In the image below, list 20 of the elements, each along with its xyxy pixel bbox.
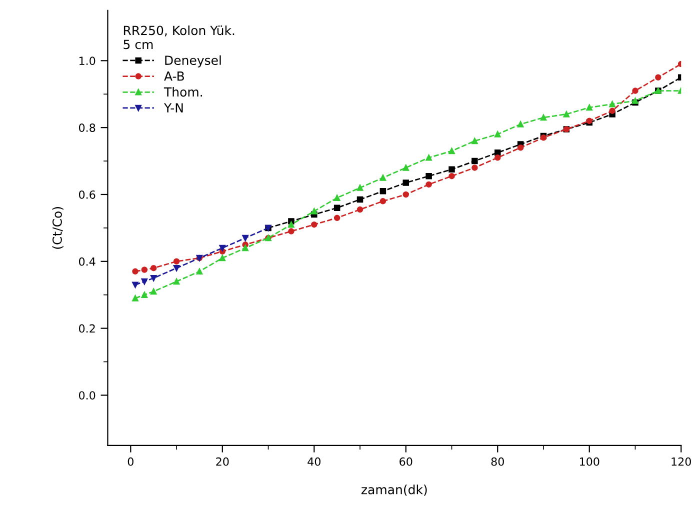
- legend-label: Thom.: [164, 87, 202, 97]
- y-tick-label: 1.0: [79, 56, 96, 66]
- x-tick-label: 120: [672, 457, 691, 466]
- x-tick-label: 20: [216, 457, 229, 466]
- x-tick-label: 60: [400, 457, 412, 466]
- y-tick-label: 0.2: [78, 324, 95, 333]
- legend-label: Y-N: [164, 103, 183, 112]
- y-tick-label: 0.6: [78, 190, 96, 199]
- y-axis-title: (Ct/Co): [52, 207, 64, 249]
- x-tick-label: 100: [580, 457, 600, 466]
- x-tick-label: 80: [491, 457, 504, 466]
- y-tick-label: 0.4: [78, 257, 96, 266]
- legend-label: A-B: [164, 72, 184, 81]
- x-tick-label: 0: [128, 457, 134, 466]
- x-axis-title: zaman(dk): [361, 484, 427, 496]
- y-tick-label: 0.0: [78, 391, 96, 400]
- y-tick-label: 0.8: [78, 124, 96, 132]
- legend-label: Deneysel: [165, 55, 221, 68]
- x-tick-label: 40: [308, 457, 320, 466]
- legend-title: RR250, Kolon Yük. 5 cm: [124, 25, 234, 50]
